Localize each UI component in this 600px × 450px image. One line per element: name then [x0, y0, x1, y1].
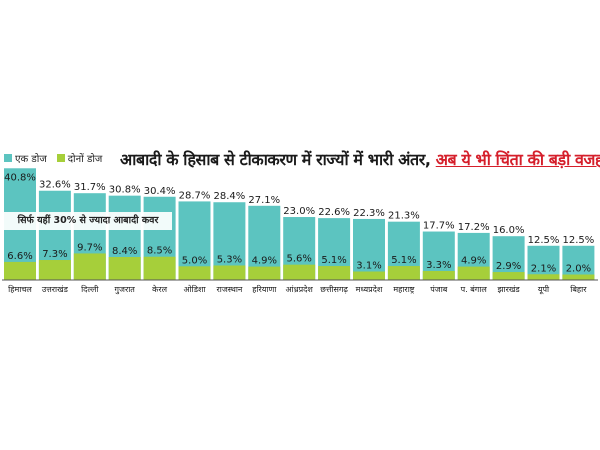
two-dose-value-label: 6.6% [7, 251, 32, 262]
two-dose-value-label: 8.5% [147, 246, 172, 257]
one-dose-value-label: 16.0% [493, 225, 525, 236]
one-dose-value-label: 40.8% [4, 172, 36, 183]
legend: एक डोज दोनों डोज [4, 151, 102, 165]
two-dose-bar [4, 261, 36, 280]
category-label: महाराष्ट्र [393, 285, 415, 294]
two-dose-bar [283, 264, 316, 280]
two-dose-bar [562, 274, 595, 280]
two-dose-bar [492, 272, 525, 280]
category-label: उत्तराखंड [42, 285, 69, 294]
category-label: बिहार [570, 284, 587, 294]
two-dose-bar [457, 266, 490, 280]
category-label: हिमाचल [8, 284, 32, 294]
one-dose-value-label: 12.5% [563, 235, 595, 246]
two-dose-bar [387, 266, 420, 280]
category-label: प. बंगाल [461, 285, 488, 294]
category-label: दिल्ली [81, 284, 99, 294]
two-dose-value-label: 5.6% [286, 254, 311, 265]
one-dose-value-label: 27.1% [248, 195, 280, 206]
one-dose-value-label: 22.6% [318, 207, 350, 218]
category-label: यूपी [538, 284, 550, 295]
one-dose-value-label: 30.4% [144, 186, 176, 197]
one-dose-bar [562, 245, 595, 280]
one-dose-value-label: 28.4% [214, 191, 246, 202]
legend-label-one-dose: एक डोज [15, 154, 47, 165]
two-dose-value-label: 5.3% [217, 254, 242, 265]
category-label: गुजरात [115, 285, 136, 295]
one-dose-value-label: 23.0% [283, 206, 315, 217]
one-dose-value-label: 30.8% [109, 185, 141, 196]
two-dose-bar [248, 266, 281, 280]
two-dose-swatch-icon [56, 154, 65, 162]
category-label: राजस्थान [216, 285, 242, 294]
two-dose-value-label: 3.3% [426, 260, 451, 271]
two-dose-bar [318, 266, 351, 280]
two-dose-value-label: 5.1% [391, 255, 416, 266]
chart-title: आबादी के हिसाब से टीकाकरण में राज्यों मे… [120, 148, 600, 170]
one-dose-value-label: 28.7% [179, 190, 211, 201]
two-dose-bar [422, 270, 455, 280]
two-dose-value-label: 2.1% [531, 263, 556, 274]
one-dose-bar [353, 218, 385, 280]
category-label: झारखंड [497, 285, 520, 294]
two-dose-value-label: 3.1% [356, 261, 381, 272]
category-label: छत्तीसगढ़ [320, 284, 348, 294]
chart-title-highlight: अब ये भी चिंता की बड़ी वजह [435, 150, 600, 169]
legend-label-two-dose: दोनों डोज [67, 154, 103, 165]
two-dose-value-label: 9.7% [77, 242, 102, 253]
two-dose-value-label: 8.4% [112, 246, 137, 257]
two-dose-value-label: 5.0% [182, 255, 207, 266]
one-dose-swatch-icon [4, 154, 12, 162]
category-label: हरियाणा [252, 284, 277, 294]
two-dose-bar [73, 253, 106, 280]
two-dose-bar [38, 260, 71, 280]
category-label: मध्यप्रदेश [356, 284, 383, 294]
legend-item-two-dose: दोनों डोज [56, 151, 103, 165]
two-dose-bar [108, 257, 141, 280]
one-dose-value-label: 32.6% [39, 180, 71, 191]
two-dose-value-label: 5.1% [321, 255, 346, 266]
two-dose-bar [143, 256, 176, 280]
two-dose-bar [527, 274, 560, 280]
two-dose-value-label: 4.9% [252, 256, 277, 267]
two-dose-value-label: 2.0% [566, 264, 591, 275]
one-dose-value-label: 21.3% [388, 211, 420, 222]
coverage-note: सिर्फ यहीं 30% से ज्यादा आबादी कवर [4, 212, 172, 230]
one-dose-value-label: 17.2% [458, 222, 490, 233]
category-label: पंजाब [430, 285, 448, 294]
one-dose-value-label: 12.5% [528, 235, 560, 246]
category-label: ओडिशा [183, 284, 206, 294]
legend-item-one-dose: एक डोज [4, 151, 47, 165]
one-dose-value-label: 22.3% [353, 208, 385, 219]
one-dose-value-label: 31.7% [74, 182, 106, 193]
two-dose-bar [353, 271, 385, 280]
two-dose-value-label: 2.9% [496, 261, 521, 272]
two-dose-bar [213, 265, 246, 280]
two-dose-value-label: 7.3% [42, 249, 67, 260]
category-label: केरल [152, 284, 167, 294]
two-dose-bar [178, 266, 211, 280]
one-dose-value-label: 17.7% [423, 221, 455, 232]
two-dose-value-label: 4.9% [461, 256, 486, 267]
category-label: आंध्रप्रदेश [286, 284, 314, 294]
chart-title-main: आबादी के हिसाब से टीकाकरण में राज्यों मे… [120, 150, 431, 169]
